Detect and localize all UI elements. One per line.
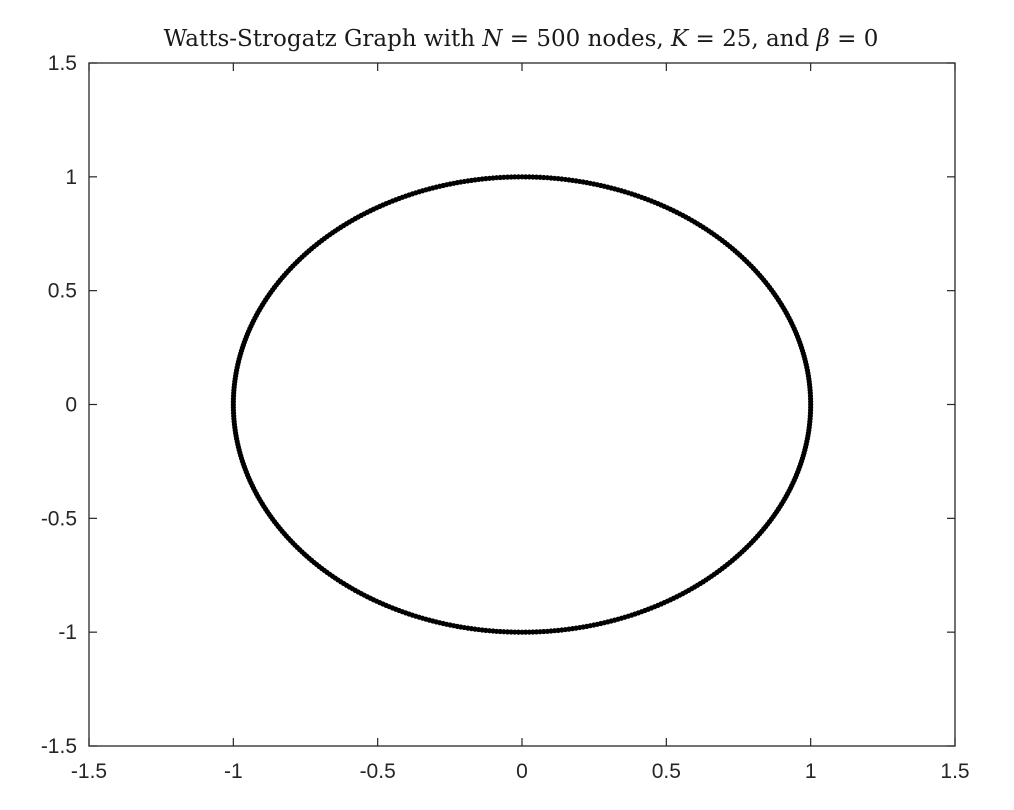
chart-title-n-part: = 500 nodes,: [502, 26, 671, 52]
nodes-layer: [230, 174, 814, 635]
graph-node: [526, 174, 532, 180]
y-tick-label: 1.5: [48, 52, 77, 75]
x-tick-label: 0: [516, 760, 528, 783]
graph-node: [512, 629, 518, 635]
graph-node: [533, 174, 540, 180]
y-tick-label: -0.5: [41, 507, 77, 530]
chart-title-k-symbol: K: [670, 26, 690, 52]
x-axis: -1.5 -1 -0.5 0 0.5 1 1.5: [71, 63, 970, 783]
chart-title-prefix: Watts-Strogatz Graph with: [164, 26, 483, 52]
graph-node: [808, 404, 814, 410]
graph-node: [519, 629, 525, 635]
chart-title-n-symbol: N: [481, 26, 503, 52]
graph-node: [508, 629, 514, 635]
x-tick-label: -0.5: [360, 760, 396, 783]
x-tick-label: 1.5: [940, 760, 969, 783]
graph-node: [523, 629, 529, 635]
chart-title: Watts-Strogatz Graph with N = 500 nodes,…: [164, 26, 879, 52]
x-tick-label: -1: [224, 760, 243, 783]
x-tick-label: -1.5: [71, 760, 107, 783]
plot-area: [89, 63, 955, 746]
y-tick-label: 1: [65, 166, 77, 189]
y-tick-label: 0: [65, 394, 77, 417]
graph-node: [530, 174, 536, 180]
graph-node: [515, 629, 521, 635]
graph-node: [508, 174, 514, 180]
chart-title-beta-symbol: β: [816, 26, 830, 52]
y-tick-label: -1: [58, 621, 77, 644]
chart-title-k-part: = 25, and: [688, 26, 816, 52]
graph-node: [519, 174, 525, 180]
x-tick-label: 1: [805, 760, 817, 783]
graph-node: [515, 174, 521, 180]
graph-node: [530, 629, 536, 635]
chart-title-beta-part: = 0: [830, 26, 879, 52]
graph-node: [504, 629, 511, 635]
y-axis: -1.5 -1 -0.5 0 0.5 1 1.5: [41, 52, 955, 758]
graph-node: [526, 629, 532, 635]
x-tick-label: 0.5: [652, 760, 681, 783]
y-tick-label: 0.5: [48, 280, 77, 303]
graph-node: [512, 174, 518, 180]
y-tick-label: -1.5: [41, 735, 77, 758]
graph-node: [523, 174, 529, 180]
